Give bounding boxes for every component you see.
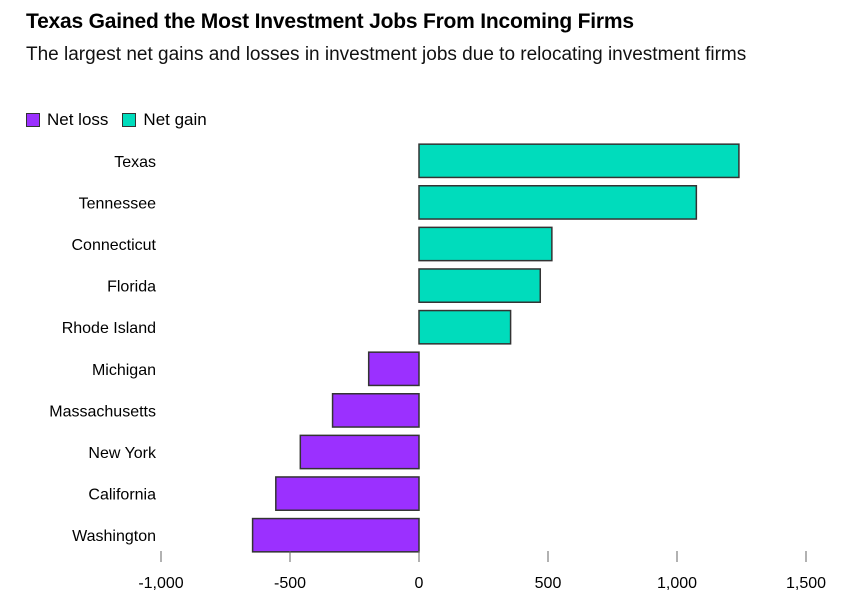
legend-item-net-gain: Net gain bbox=[122, 110, 207, 130]
category-label-california: California bbox=[88, 487, 156, 504]
category-label-washington: Washington bbox=[72, 528, 156, 545]
chart-subtitle: The largest net gains and losses in inve… bbox=[26, 44, 747, 65]
category-label-connecticut: Connecticut bbox=[72, 237, 157, 254]
category-label-new-york: New York bbox=[88, 445, 157, 462]
x-tick-label: 0 bbox=[415, 575, 424, 592]
bar-connecticut bbox=[418, 226, 553, 262]
category-label-michigan: Michigan bbox=[92, 362, 156, 379]
legend-item-net-loss: Net loss bbox=[26, 110, 108, 130]
category-label-tennessee: Tennessee bbox=[79, 195, 156, 212]
x-tick-label: 1,500 bbox=[786, 575, 826, 592]
x-tick-label: 500 bbox=[535, 575, 562, 592]
x-tick-label: 1,000 bbox=[657, 575, 697, 592]
legend-label-net-loss: Net loss bbox=[47, 110, 109, 129]
category-label-texas: Texas bbox=[114, 154, 156, 171]
bar-new-york bbox=[299, 434, 420, 470]
category-label-florida: Florida bbox=[107, 279, 156, 296]
legend-swatch-net-loss bbox=[26, 113, 40, 127]
category-label-massachusetts: Massachusetts bbox=[49, 403, 156, 420]
x-tick-label: -500 bbox=[274, 575, 306, 592]
bar-florida bbox=[418, 268, 542, 303]
legend-label-net-gain: Net gain bbox=[143, 110, 207, 129]
legend: Net loss Net gain bbox=[26, 110, 221, 130]
chart-title: Texas Gained the Most Investment Jobs Fr… bbox=[26, 10, 634, 33]
bar-michigan bbox=[367, 351, 420, 387]
x-tick-label: -1,000 bbox=[138, 575, 183, 592]
legend-swatch-net-gain bbox=[122, 113, 137, 127]
category-label-rhode-island: Rhode Island bbox=[62, 320, 156, 337]
bar-texas bbox=[418, 143, 740, 179]
bar-massachusetts bbox=[331, 393, 420, 428]
bar-tennessee bbox=[418, 185, 698, 220]
bar-rhode-island bbox=[418, 309, 512, 345]
bar-washington bbox=[251, 517, 420, 553]
bar-california bbox=[275, 476, 420, 511]
